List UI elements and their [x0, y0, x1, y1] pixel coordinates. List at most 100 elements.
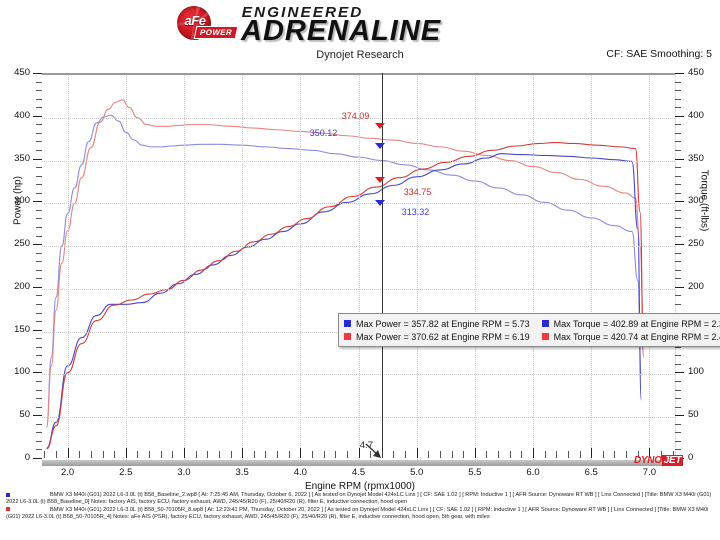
y-tick-label-right: 200	[688, 280, 704, 292]
y-tick-major-left	[33, 329, 42, 331]
y-tick-label-right: 350	[688, 152, 704, 164]
y-tick-label-left: 50	[19, 409, 30, 421]
y-tick-minor-left	[36, 423, 42, 425]
y-tick-minor-left	[36, 124, 42, 126]
x-tick-minor	[149, 451, 151, 458]
x-tick-major	[67, 448, 69, 458]
x-tick-label: 3.5	[235, 467, 249, 478]
x-tick-minor	[614, 451, 616, 458]
y-tick-minor-right	[675, 304, 681, 305]
y-tick-minor-left	[36, 278, 42, 280]
y-tick-minor-right	[675, 184, 681, 186]
x-tick-minor	[218, 451, 220, 458]
y-tick-minor-left	[36, 432, 42, 434]
y-tick-minor-left	[36, 295, 42, 297]
x-tick-major	[416, 448, 418, 458]
x-tick-minor	[463, 451, 465, 458]
y-tick-minor-right	[675, 218, 681, 220]
x-tick-major	[591, 448, 593, 458]
x-tick-label: 2.0	[60, 467, 75, 478]
x-tick-minor	[393, 451, 395, 458]
y-tick-minor-left	[36, 192, 42, 194]
x-tick-minor	[323, 451, 325, 458]
x-tick-major	[474, 448, 476, 458]
callout-value-red: 334.75	[403, 187, 432, 197]
callout-value-blue: 313.32	[401, 207, 430, 217]
x-tick-label: 4.5	[351, 467, 366, 478]
dyno-curves	[46, 99, 645, 450]
y-tick-minor-right	[675, 398, 681, 400]
y-tick-minor-right	[675, 209, 681, 211]
y-tick-label-left: 250	[14, 238, 30, 250]
legend-max-torque-blue: Max Torque = 402.89 at Engine RPM = 2.37	[553, 318, 720, 329]
y-tick-minor-left	[36, 227, 42, 228]
cursor-line[interactable]	[381, 73, 383, 458]
x-tick-minor	[405, 451, 407, 458]
legend-swatch-red-icon	[344, 333, 351, 340]
y-tick-label-left: 200	[14, 280, 30, 292]
y-tick-minor-right	[675, 381, 681, 382]
x-tick-minor	[277, 451, 279, 458]
y-tick-major-right	[675, 158, 684, 160]
x-tick-major	[300, 448, 302, 458]
afe-badge-text: aFe	[184, 13, 206, 28]
y-tick-minor-left	[36, 167, 42, 169]
y-tick-minor-right	[675, 124, 681, 126]
x-tick-major	[242, 448, 244, 458]
grid-line-vertical	[300, 75, 302, 460]
x-tick-minor	[567, 451, 569, 458]
y-tick-minor-right	[675, 192, 681, 194]
dynojet-dyno-text: DYNO	[634, 455, 662, 466]
x-tick-minor	[544, 451, 546, 458]
afe-power-logo: aFe POWER ENGINEERED ADRENALINE	[175, 2, 535, 46]
x-tick-label: 6.0	[526, 467, 540, 478]
footer-text-red: BMW X3 M40i (G01) 2022 L6-3.0L (t) B58_5…	[6, 506, 709, 521]
y-tick-minor-left	[36, 312, 42, 314]
legend-row: Max Power = 357.82 at Engine RPM = 5.73 …	[344, 317, 720, 330]
x-tick-major	[125, 448, 127, 458]
y-tick-label-left: 400	[14, 109, 30, 121]
cursor-arrow-icon	[365, 443, 381, 458]
y-tick-major-right	[675, 415, 684, 417]
x-tick-label: 5.5	[468, 467, 482, 478]
y-tick-minor-left	[36, 363, 42, 365]
y-tick-minor-left	[36, 321, 42, 323]
y-tick-label-right: 0	[688, 452, 694, 463]
y-tick-minor-right	[675, 107, 681, 109]
chart-legend[interactable]: Max Power = 357.82 at Engine RPM = 5.73 …	[338, 313, 720, 347]
x-tick-minor	[346, 451, 348, 458]
y-tick-minor-left	[36, 440, 42, 442]
grid-line-vertical	[474, 75, 476, 460]
y-tick-major-left	[33, 458, 42, 459]
footer-line-blue: BMW X3 M40i (G01) 2022 L6-3.0L (t) B58_B…	[0, 492, 720, 507]
y-tick-major-left	[33, 158, 42, 160]
x-tick-minor	[637, 451, 639, 458]
y-tick-minor-left	[36, 449, 42, 451]
x-tick-minor	[160, 451, 162, 458]
x-tick-minor	[137, 451, 139, 458]
legend-torque-blue: Max Torque = 402.89 at Engine RPM = 2.37	[541, 318, 720, 329]
y-tick-minor-left	[36, 107, 42, 109]
legend-row: Max Power = 370.62 at Engine RPM = 6.19 …	[344, 330, 720, 343]
y-tick-minor-right	[675, 90, 681, 92]
x-tick-minor	[288, 451, 290, 458]
x-tick-minor	[521, 451, 523, 458]
y-tick-minor-left	[36, 81, 42, 83]
y-tick-minor-right	[675, 363, 681, 365]
y-tick-major-left	[33, 201, 42, 203]
legend-torque-red: Max Torque = 420.74 at Engine RPM = 2.47	[541, 332, 720, 342]
y-tick-minor-left	[36, 235, 42, 237]
dynojet-watermark: DYNO JET	[634, 455, 684, 466]
y-tick-minor-left	[36, 209, 42, 211]
x-tick-minor	[672, 451, 674, 458]
run-info-footer: BMW X3 M40i (G01) 2022 L6-3.0L (t) B58_B…	[0, 492, 720, 522]
afe-badge-icon: aFe POWER	[175, 6, 239, 40]
grid-line-vertical	[591, 75, 593, 460]
x-tick-label: 7.0	[642, 467, 656, 478]
x-tick-minor	[55, 451, 57, 458]
x-tick-minor	[114, 451, 116, 458]
x-tick-major	[358, 448, 360, 458]
y-tick-minor-left	[36, 150, 42, 151]
y-tick-label-right: 300	[688, 195, 704, 207]
